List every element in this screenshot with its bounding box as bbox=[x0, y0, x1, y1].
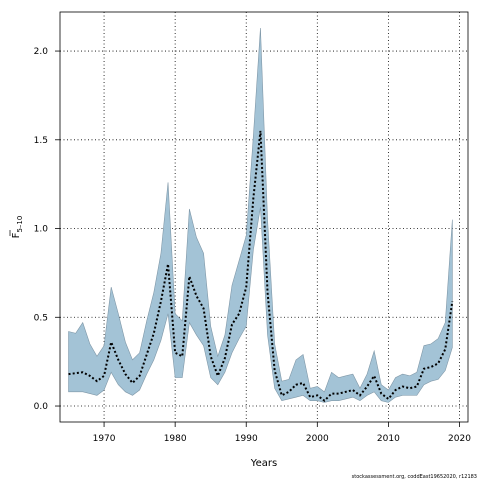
footnote: stockassessment.org, coddEast19652020, r… bbox=[352, 474, 477, 480]
x-tick-label: 1980 bbox=[164, 434, 187, 444]
tick-layer: 1970 1980 1990 2000 2010 2020 0.0 0.5 1.0 1.5 2.0 bbox=[34, 47, 472, 444]
x-tick-label: 2000 bbox=[306, 434, 329, 444]
y-tick-label: 2.0 bbox=[34, 47, 49, 57]
x-tick-label: 1970 bbox=[93, 434, 116, 444]
x-axis-label: Years bbox=[250, 458, 277, 469]
x-tick-label: 1990 bbox=[235, 434, 258, 444]
y-axis-label: F5–10 bbox=[9, 216, 24, 239]
y-tick-label: 1.5 bbox=[34, 136, 48, 146]
y-axis-label-sub: 5–10 bbox=[16, 216, 24, 233]
estimate-line-layer bbox=[68, 130, 454, 403]
y-tick-label: 1.0 bbox=[34, 225, 49, 235]
svg-text:F5–10: F5–10 bbox=[11, 216, 24, 239]
confidence-band bbox=[68, 27, 453, 403]
y-tick-label: 0.0 bbox=[34, 402, 49, 412]
x-tick-label: 2020 bbox=[448, 434, 471, 444]
x-tick-label: 2010 bbox=[377, 434, 400, 444]
plot-frame bbox=[59, 11, 469, 423]
y-axis-label-main: F bbox=[11, 232, 22, 238]
estimate-line bbox=[68, 130, 454, 403]
confidence-band-layer bbox=[68, 27, 453, 403]
y-tick-label: 0.5 bbox=[34, 313, 48, 323]
